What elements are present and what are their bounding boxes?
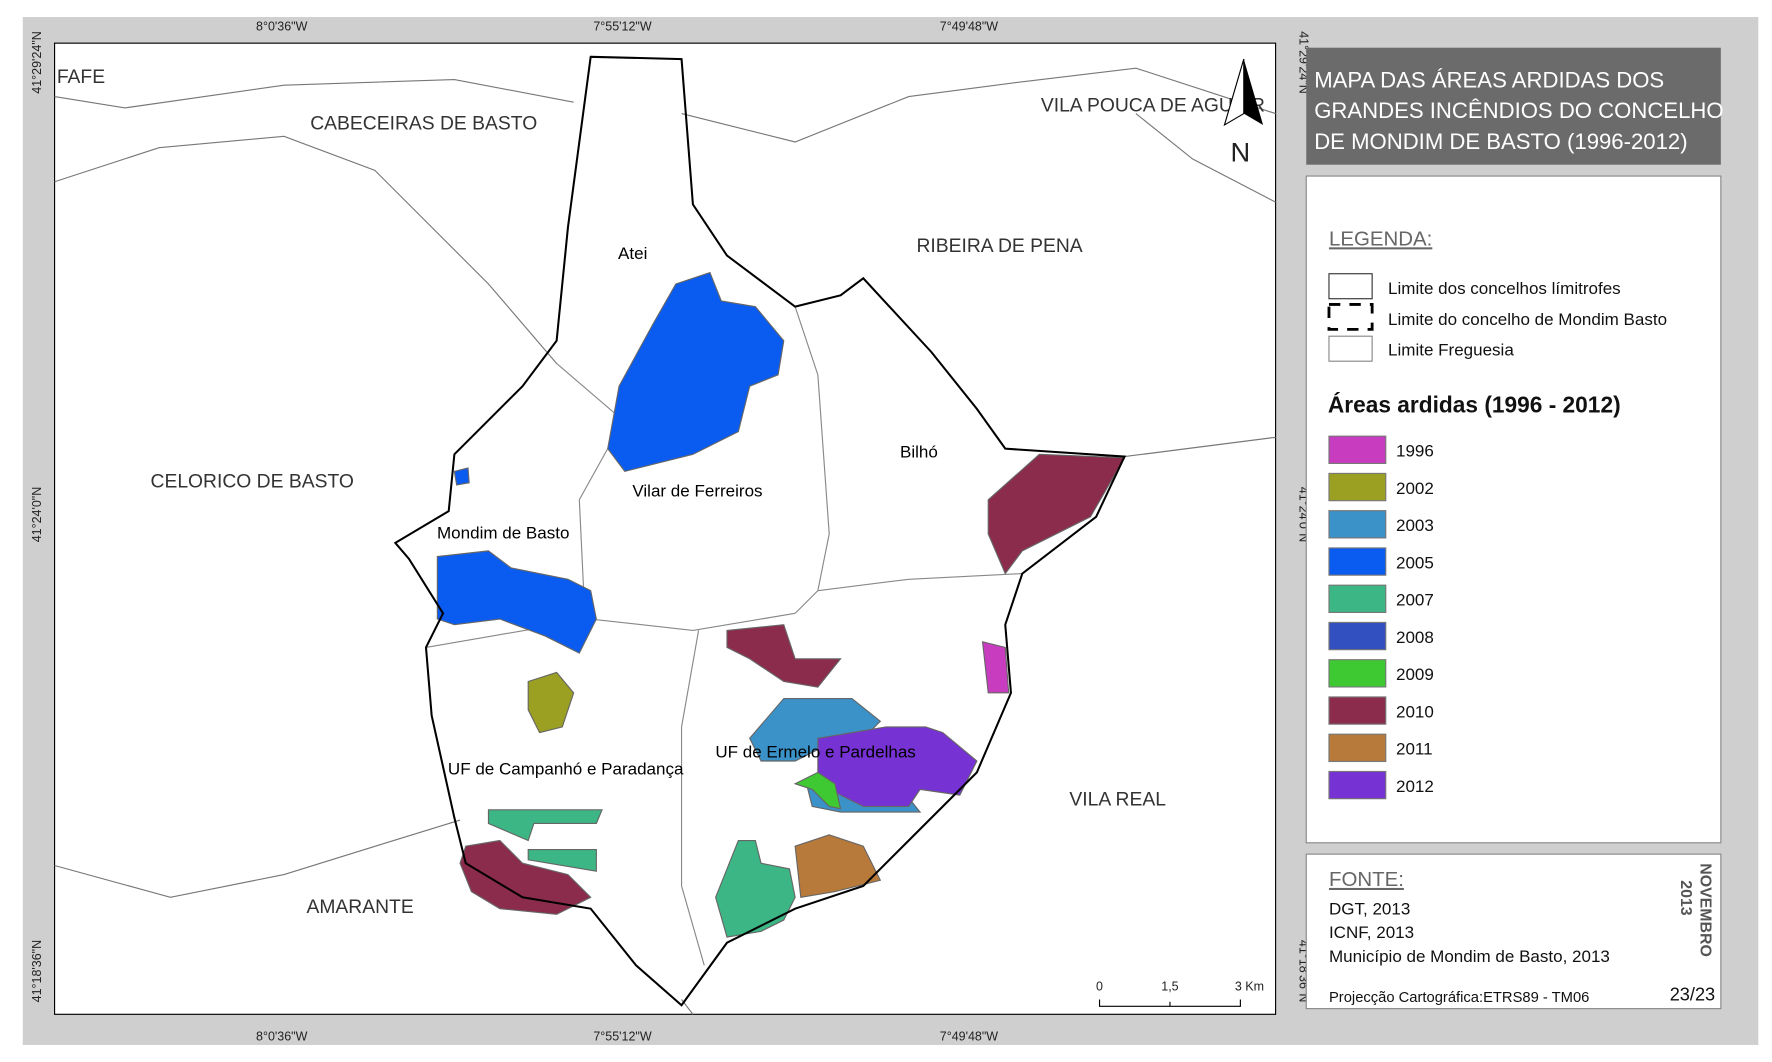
latitude: 41°24'0"N [30,487,44,543]
burned-area [527,671,575,734]
longitude: 8°0'36"W [256,20,308,34]
year-label: 2002 [1396,479,1434,498]
parish-label: Vilar de Ferreiros [632,481,762,500]
year-label: 2009 [1396,665,1434,684]
year-swatch [1328,472,1387,502]
municipality-outline [393,55,1127,1007]
page-number: 23/23 [1670,985,1715,1005]
municipality-label: VILA REAL [1069,789,1166,810]
year-label: 2012 [1396,777,1434,796]
year-swatch [1328,621,1387,651]
longitude: 8°0'36"W [256,1029,308,1043]
source-item: ICNF, 2013 [1329,923,1414,942]
year-swatch [1328,510,1387,539]
burned-area [436,550,597,654]
year-label: 2008 [1396,628,1434,647]
burned-area [981,640,1010,694]
year-legend: 1996 2002 2003 2005 2007 2008 2009 2010 2011 2012 [1328,435,1434,800]
burned-area [726,624,842,688]
longitude: 7°55'12"W [593,20,652,34]
scale-label: 1,5 [1161,979,1178,993]
source-box [1305,853,1722,1010]
north-label: N [1231,136,1251,167]
source-item: Município de Mondim de Basto, 2013 [1329,947,1610,966]
boundaries [54,67,1276,1015]
municipality-label: RIBEIRA DE PENA [916,236,1082,257]
burned-area [794,834,882,898]
year-label: 2007 [1396,591,1434,610]
boundary-swatch [1328,273,1373,300]
legend-heading: LEGENDA: [1329,227,1432,250]
boundary-label: Limite Freguesia [1388,341,1514,360]
parish-label: Mondim de Basto [437,523,569,542]
parish-label: UF de Ermelo e Pardelhas [715,743,916,762]
burned-area [453,467,470,486]
parish-label: Atei [618,244,647,263]
longitude: 7°49'48"W [940,1029,999,1043]
year-label: 2011 [1396,740,1433,759]
legend-subtitle: Áreas ardidas (1996 - 2012) [1328,391,1621,417]
scale-bar: 0 1,5 3 Km [1096,979,1264,1007]
year-swatch [1328,696,1387,725]
year-label: 2003 [1396,516,1434,535]
date: NOVEMBRO [1696,863,1713,957]
year-label: 2005 [1396,553,1434,572]
legend-box [1305,175,1722,844]
year-swatch [1328,584,1387,614]
municipality-label: FAFE [57,67,105,88]
title-line: GRANDES INCÊNDIOS DO CONCELHO [1314,98,1723,123]
north-arrow: N [1223,58,1264,167]
parish-label: Bilhó [900,443,938,462]
latitude: 41°29'24"N [30,31,44,93]
municipality-label: VILA POUCA DE AGUIAR [1041,95,1265,116]
scale-label: 3 Km [1235,979,1264,993]
burned-area [793,771,842,810]
longitude: 7°49'48"W [940,20,999,34]
boundary-label: Limite do concelho de Mondim Basto [1388,310,1667,329]
place-names: FAFE CABECEIRAS DE BASTO VILA POUCA DE A… [57,67,1265,918]
municipality-label: AMARANTE [307,897,414,918]
longitude: 7°55'12"W [593,1029,652,1043]
year-swatch [1328,770,1387,800]
year-swatch [1328,435,1387,464]
source-heading: FONTE: [1329,868,1404,891]
year-label: 1996 [1396,442,1434,461]
municipality-label: CABECEIRAS DE BASTO [310,113,537,134]
year-swatch [1328,659,1387,688]
burned-area [987,453,1126,575]
boundary-swatch [1328,335,1373,362]
boundary-swatch [1327,302,1374,331]
burned-area [607,271,785,473]
year-label: 2010 [1396,702,1434,721]
burned-area [487,809,603,842]
projection: Projecção Cartográfica:ETRS89 - TM06 [1329,990,1589,1006]
boundary-label: Limite dos concelhos límitrofes [1388,279,1621,298]
date: 2013 [1677,880,1694,916]
title-box [1306,47,1721,165]
parish-label: UF de Campanhó e Paradança [448,760,684,779]
latitude: 41°18'36"N [30,940,44,1002]
burned-areas [436,271,1126,938]
burned-area [527,849,597,872]
year-swatch [1328,547,1387,576]
scale-label: 0 [1096,979,1103,993]
municipality-label: CELORICO DE BASTO [151,471,354,492]
title-line: MAPA DAS ÁREAS ARDIDAS DOS [1314,67,1664,92]
year-swatch [1328,733,1387,763]
title-line: DE MONDIM DE BASTO (1996-2012) [1314,129,1687,154]
source-item: DGT, 2013 [1329,899,1410,918]
map-frame [54,42,1277,1015]
